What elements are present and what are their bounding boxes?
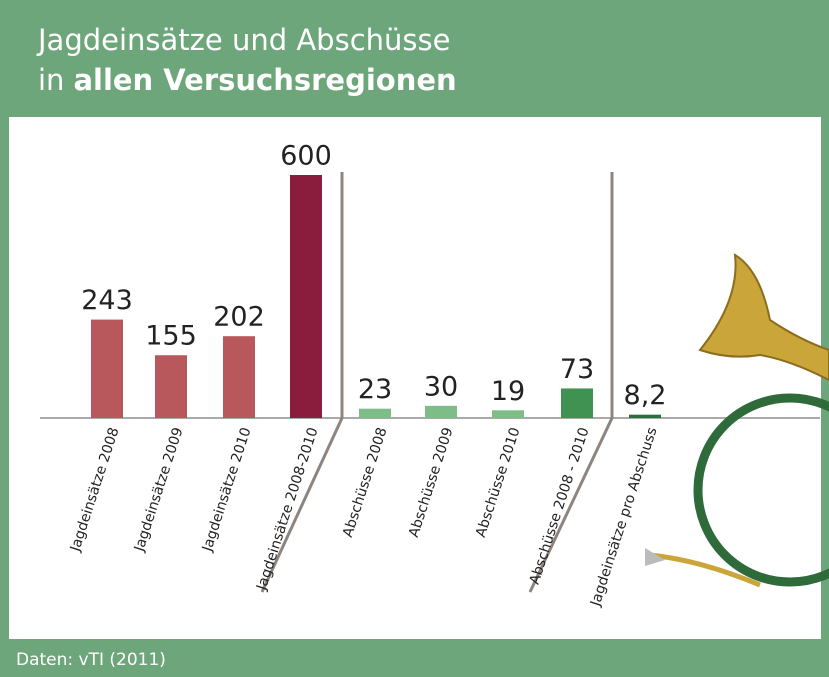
divider	[260, 172, 344, 593]
bar	[561, 388, 593, 418]
bar	[359, 408, 391, 418]
bar	[290, 175, 322, 418]
bar	[425, 405, 457, 418]
source: Daten: vTI (2011)	[16, 650, 166, 670]
bar	[629, 414, 661, 418]
value-label: 600	[280, 141, 332, 172]
bar	[155, 355, 187, 418]
bar	[223, 336, 255, 418]
value-label: 19	[491, 376, 525, 407]
chart-title: Jagdeinsätze und Abschüsse	[36, 23, 450, 57]
horn	[645, 253, 829, 588]
value-label: 8,2	[624, 380, 667, 411]
value-label: 23	[358, 374, 392, 405]
value-label: 30	[424, 371, 458, 402]
value-label: 73	[560, 354, 594, 385]
panel	[9, 117, 821, 639]
bar	[492, 410, 524, 418]
bar	[91, 319, 123, 418]
value-label: 243	[81, 285, 133, 316]
value-label: 202	[213, 302, 265, 333]
chart-title-line2: in allen Versuchsregionen	[38, 63, 457, 97]
value-label: 155	[145, 321, 197, 352]
divider	[528, 172, 614, 593]
